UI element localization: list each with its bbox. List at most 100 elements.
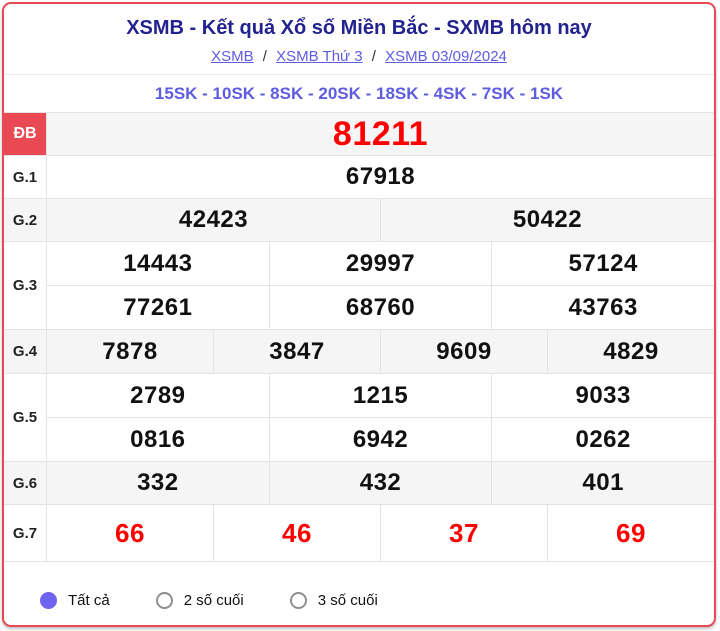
prize-value: 2789 xyxy=(130,381,186,409)
breadcrumb-link-xsmb-thu-3[interactable]: XSMB Thứ 3 xyxy=(276,48,363,65)
prize-sub-row: 81211 xyxy=(47,113,714,155)
prize-value: 6942 xyxy=(352,425,409,453)
prize-cell: 9609 xyxy=(380,330,547,373)
breadcrumb-link-xsmb-date[interactable]: XSMB 03/09/2024 xyxy=(385,48,507,65)
prize-sub-row: 2789 1215 9033 xyxy=(47,374,714,417)
prize-row: G.3 14443 29997 57124 77261 68760 43763 xyxy=(4,242,714,330)
draw-codes-subtitle: 15SK - 10SK - 8SK - 20SK - 18SK - 4SK - … xyxy=(154,84,564,103)
prize-sub-row: 66 46 37 69 xyxy=(47,505,714,561)
prize-value: 1215 xyxy=(352,381,409,409)
prize-cell: 81211 xyxy=(47,113,714,155)
prize-row: G.7 66 46 37 69 xyxy=(4,505,714,561)
breadcrumb-link-xsmb[interactable]: XSMB xyxy=(211,48,254,65)
prize-label: G.5 xyxy=(12,409,38,426)
prize-cell: 9033 xyxy=(491,374,714,417)
prize-cell: 14443 xyxy=(47,242,269,285)
radio-option-label: 3 số cuối xyxy=(317,592,378,609)
prize-cell: 29997 xyxy=(268,242,492,285)
radio-option-0[interactable]: Tất cả xyxy=(40,592,110,609)
prize-value: 0262 xyxy=(575,425,631,453)
prize-row-content: 14443 29997 57124 77261 68760 43763 xyxy=(46,242,714,329)
prize-value: 9033 xyxy=(575,381,631,409)
prize-label: G.1 xyxy=(12,168,38,186)
filter-radio-group: Tất cả 2 số cuối 3 số cuối xyxy=(4,562,714,609)
prize-label: G.6 xyxy=(12,474,38,492)
radio-selected-icon xyxy=(40,592,57,609)
prize-cell: 67918 xyxy=(47,156,714,198)
prize-cell: 3847 xyxy=(213,330,380,373)
radio-option-label: Tất cả xyxy=(68,592,110,609)
prize-cell: 42423 xyxy=(47,199,380,241)
prize-cell: 432 xyxy=(268,462,492,504)
prize-sub-row: 67918 xyxy=(47,156,714,198)
prize-cell: 0262 xyxy=(491,418,714,461)
prize-value: 4829 xyxy=(603,337,659,365)
page-title: XSMB - Kết quả Xổ số Miền Bắc - SXMB hôm… xyxy=(126,17,592,39)
prize-cell: 77261 xyxy=(47,286,269,329)
prize-cell: 7878 xyxy=(47,330,213,373)
prize-value: 37 xyxy=(449,517,479,548)
prize-label: G.2 xyxy=(12,211,38,229)
prize-row: G.4 7878 3847 9609 4829 xyxy=(4,330,714,374)
card-header: XSMB - Kết quả Xổ số Miền Bắc - SXMB hôm… xyxy=(4,4,714,75)
prize-value: 69 xyxy=(616,517,646,548)
prize-cell: 4829 xyxy=(547,330,714,373)
prize-row-content: 7878 3847 9609 4829 xyxy=(46,330,714,373)
prize-cell: 1215 xyxy=(268,374,492,417)
prize-sub-row: 332 432 401 xyxy=(47,462,714,504)
prize-cell: 2789 xyxy=(47,374,269,417)
breadcrumb-separator: / xyxy=(262,48,267,65)
prize-row: G.5 2789 1215 9033 0816 6942 0262 xyxy=(4,374,714,462)
prize-row-content: 42423 50422 xyxy=(46,199,714,241)
radio-option-2[interactable]: 3 số cuối xyxy=(289,592,378,609)
radio-unselected-icon xyxy=(289,592,307,609)
prize-row-content: 66 46 37 69 xyxy=(46,505,714,561)
prize-sub-row: 0816 6942 0262 xyxy=(47,417,714,461)
prize-value: 7878 xyxy=(102,337,158,365)
prize-value: 401 xyxy=(582,469,624,496)
prize-label: G.3 xyxy=(12,277,38,294)
radio-unselected-icon xyxy=(155,592,173,609)
prize-value: 42423 xyxy=(178,206,249,233)
prize-value: 77261 xyxy=(123,293,193,321)
breadcrumb-separator: / xyxy=(371,48,376,65)
prize-cell: 37 xyxy=(380,505,547,561)
prize-value: 57124 xyxy=(568,249,638,277)
prize-row-content: 2789 1215 9033 0816 6942 0262 xyxy=(46,374,714,461)
prize-row-content: 81211 xyxy=(46,113,714,155)
prize-value: 3847 xyxy=(269,337,325,365)
prize-sub-row: 14443 29997 57124 xyxy=(47,242,714,285)
prize-value: 50422 xyxy=(512,206,583,233)
prize-value: 81211 xyxy=(332,114,429,153)
prize-label: G.7 xyxy=(12,524,38,542)
prize-sub-row: 42423 50422 xyxy=(47,199,714,241)
prize-row: ĐB 81211 xyxy=(4,113,714,156)
prize-label: ĐB xyxy=(4,113,46,155)
results-table: ĐB 81211 G.1 67918 G.2 42423 50422 G.3 14443 2999… xyxy=(4,112,714,562)
prize-cell: 57124 xyxy=(491,242,714,285)
prize-cell: 0816 xyxy=(47,418,269,461)
prize-cell: 68760 xyxy=(268,286,492,329)
prize-value: 43763 xyxy=(568,293,638,321)
prize-sub-row: 7878 3847 9609 4829 xyxy=(47,330,714,373)
prize-row-content: 67918 xyxy=(46,156,714,198)
prize-value: 46 xyxy=(282,517,312,548)
prize-value: 332 xyxy=(137,469,179,496)
prize-row-content: 332 432 401 xyxy=(46,462,714,504)
prize-cell: 332 xyxy=(47,462,269,504)
prize-cell: 69 xyxy=(547,505,714,561)
prize-cell: 66 xyxy=(47,505,213,561)
prize-value: 29997 xyxy=(345,249,416,277)
prize-sub-row: 77261 68760 43763 xyxy=(47,285,714,329)
prize-value: 66 xyxy=(115,517,145,548)
prize-label: G.4 xyxy=(12,343,38,360)
prize-row: G.6 332 432 401 xyxy=(4,462,714,505)
prize-cell: 43763 xyxy=(491,286,714,329)
prize-value: 68760 xyxy=(345,293,416,321)
prize-cell: 50422 xyxy=(380,199,714,241)
prize-row: G.1 67918 xyxy=(4,156,714,199)
prize-cell: 401 xyxy=(491,462,714,504)
prize-value: 0816 xyxy=(130,425,186,453)
radio-option-1[interactable]: 2 số cuối xyxy=(155,592,244,609)
